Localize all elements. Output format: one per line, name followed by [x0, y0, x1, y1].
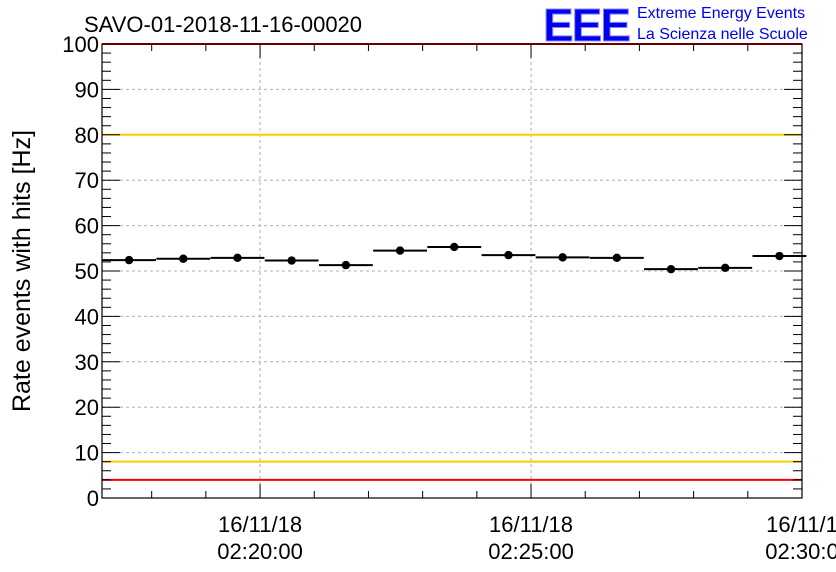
data-point	[666, 264, 676, 274]
y-tick-label: 50	[75, 259, 99, 284]
y-tick-label: 70	[75, 168, 99, 193]
y-tick-label: 10	[75, 441, 99, 466]
y-tick-label: 80	[75, 123, 99, 148]
y-tick-labels: 0 10 20 30 40 50 60 70 80 90 100	[62, 32, 99, 511]
logo-line1: Extreme Energy Events	[637, 5, 805, 22]
y-tick-label: 40	[75, 304, 99, 329]
data-point	[124, 255, 134, 265]
x-tick-label-date: 16/11/18	[489, 512, 573, 537]
logo-mark: EEE	[543, 0, 629, 51]
y-tick-label: 60	[75, 214, 99, 239]
y-tick-label: 100	[62, 32, 99, 57]
x-tick-label-time: 02:30:0	[765, 539, 836, 564]
grid	[102, 44, 802, 498]
y-tick-label: 30	[75, 350, 99, 375]
x-tick-labels: 16/11/1802:20:0016/11/1802:25:0016/11/10…	[217, 512, 836, 564]
y-tick-label: 0	[87, 486, 99, 511]
data-point	[287, 256, 296, 265]
data-point	[395, 246, 405, 255]
data-points	[102, 242, 807, 274]
data-point	[558, 253, 567, 262]
logo-line2: La Scienza nelle Scuole	[637, 26, 808, 43]
data-point	[233, 253, 242, 263]
data-point	[612, 253, 622, 263]
x-tick-label-date: 16/11/18	[218, 512, 302, 537]
y-axis-title: Rate events with hits [Hz]	[8, 130, 36, 412]
y-tick-label: 90	[75, 77, 99, 102]
axis-ticks	[102, 43, 803, 499]
reference-lines	[102, 43, 802, 481]
data-point	[341, 260, 351, 270]
data-point	[450, 242, 459, 252]
data-point	[775, 251, 784, 261]
data-point	[721, 263, 730, 273]
y-tick-label: 20	[75, 395, 99, 420]
eee-logo: EEE Extreme Energy Events La Scienza nel…	[543, 0, 808, 52]
x-tick-label-date: 16/11/1	[766, 512, 836, 537]
data-point	[179, 254, 188, 263]
chart-title: SAVO-01-2018-11-16-00020	[84, 12, 362, 37]
x-tick-label-time: 02:25:00	[488, 539, 574, 564]
x-tick-label-time: 02:20:00	[217, 539, 303, 564]
data-point	[504, 250, 513, 260]
